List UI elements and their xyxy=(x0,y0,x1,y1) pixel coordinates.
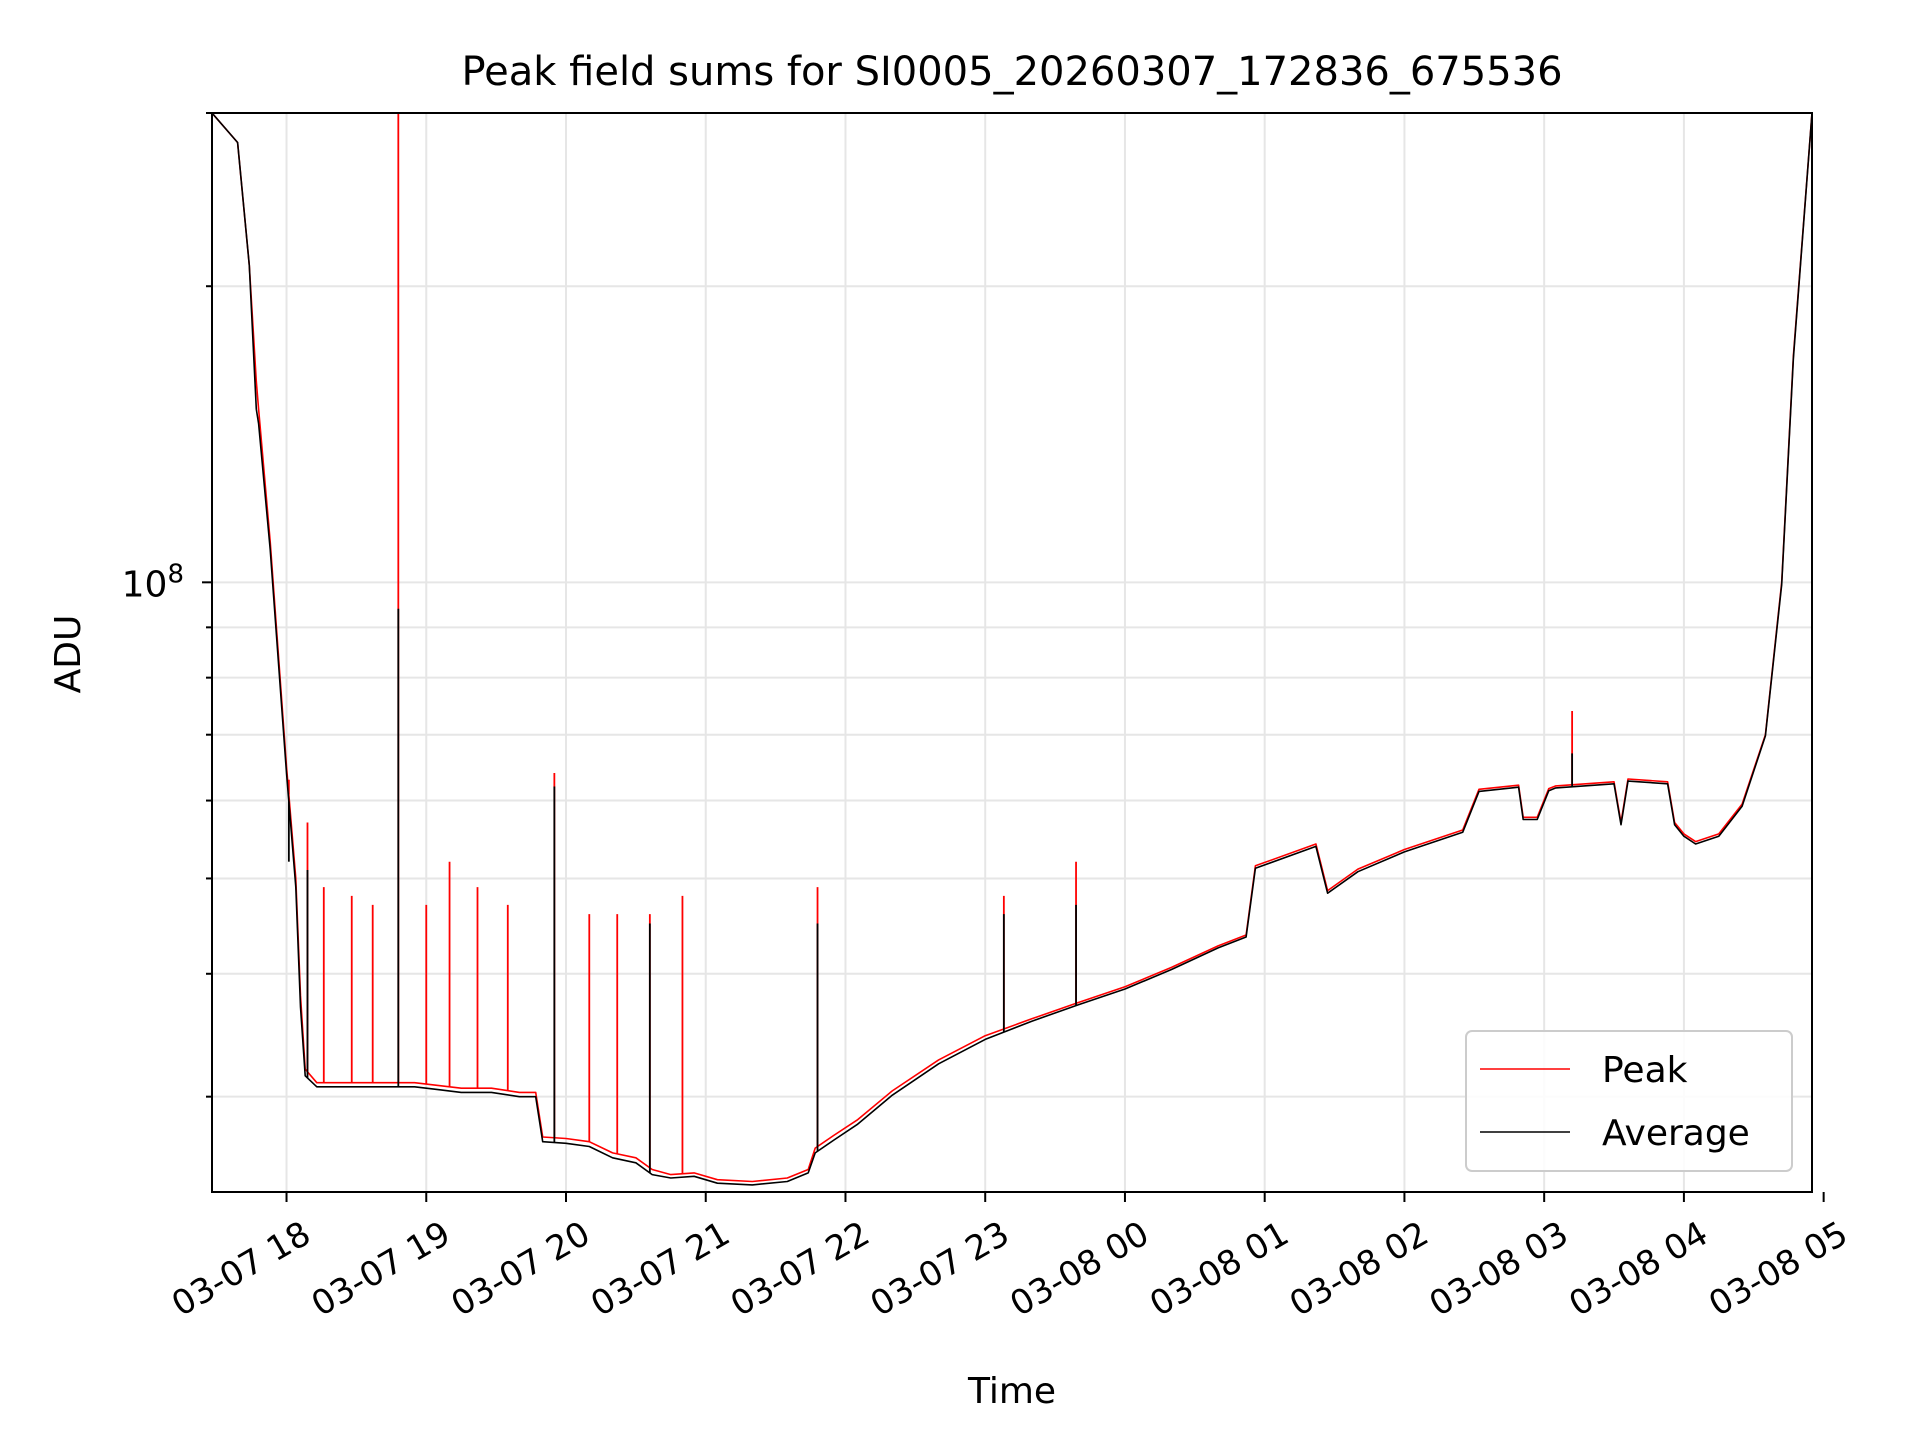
y-tick-label: 108 xyxy=(122,559,184,605)
legend: Peak Average xyxy=(1465,1030,1793,1172)
x-axis-label: Time xyxy=(967,1371,1056,1412)
y-axis-label: ADU xyxy=(48,615,89,694)
legend-box xyxy=(1465,1030,1793,1172)
chart-title: Peak field sums for SI0005_20260307_1728… xyxy=(461,49,1562,95)
series-layer xyxy=(212,113,1812,1186)
legend-label-average: Average xyxy=(1602,1113,1750,1154)
series-line-average xyxy=(212,113,1812,1186)
legend-label-peak: Peak xyxy=(1602,1050,1688,1091)
plot-frame xyxy=(211,112,1813,1193)
y-axis: 108 xyxy=(122,112,212,1098)
